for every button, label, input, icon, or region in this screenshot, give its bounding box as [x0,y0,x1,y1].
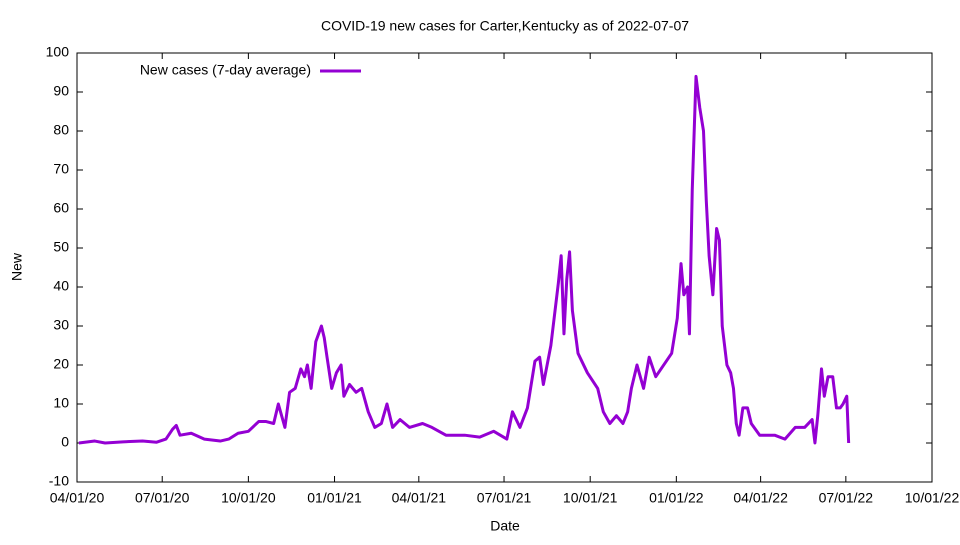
legend-label: New cases (7-day average) [140,62,311,78]
x-tick-label: 07/01/21 [477,490,532,506]
x-tick-label: 07/01/20 [135,490,190,506]
chart-title: COVID-19 new cases for Carter,Kentucky a… [321,18,689,34]
y-tick-label: 20 [53,356,69,372]
y-tick-label: 10 [53,395,69,411]
y-tick-label: 0 [61,434,69,450]
x-tick-label: 10/01/22 [905,490,960,506]
x-tick-label: 10/01/20 [221,490,276,506]
data-line [78,74,851,445]
x-tick-label: 01/01/22 [649,490,704,506]
x-tick-label: 04/01/20 [50,490,105,506]
y-axis-label: New [9,252,25,281]
x-tick-label: 04/01/21 [392,490,447,506]
y-tick-label: 80 [53,122,69,138]
y-tick-label: 70 [53,161,69,177]
y-tick-label: 100 [46,44,70,60]
y-tick-label: 30 [53,317,69,333]
x-tick-label: 04/01/22 [733,490,788,506]
y-tick-label: 90 [53,83,69,99]
y-tick-label: 40 [53,278,69,294]
x-tick-label: 01/01/21 [307,490,362,506]
x-tick-label: 10/01/21 [563,490,618,506]
y-tick-label: -10 [49,473,69,489]
y-tick-label: 50 [53,239,69,255]
x-axis-label: Date [490,518,520,534]
x-tick-label: 07/01/22 [819,490,874,506]
plot-border [76,52,933,483]
y-tick-label: 60 [53,200,69,216]
